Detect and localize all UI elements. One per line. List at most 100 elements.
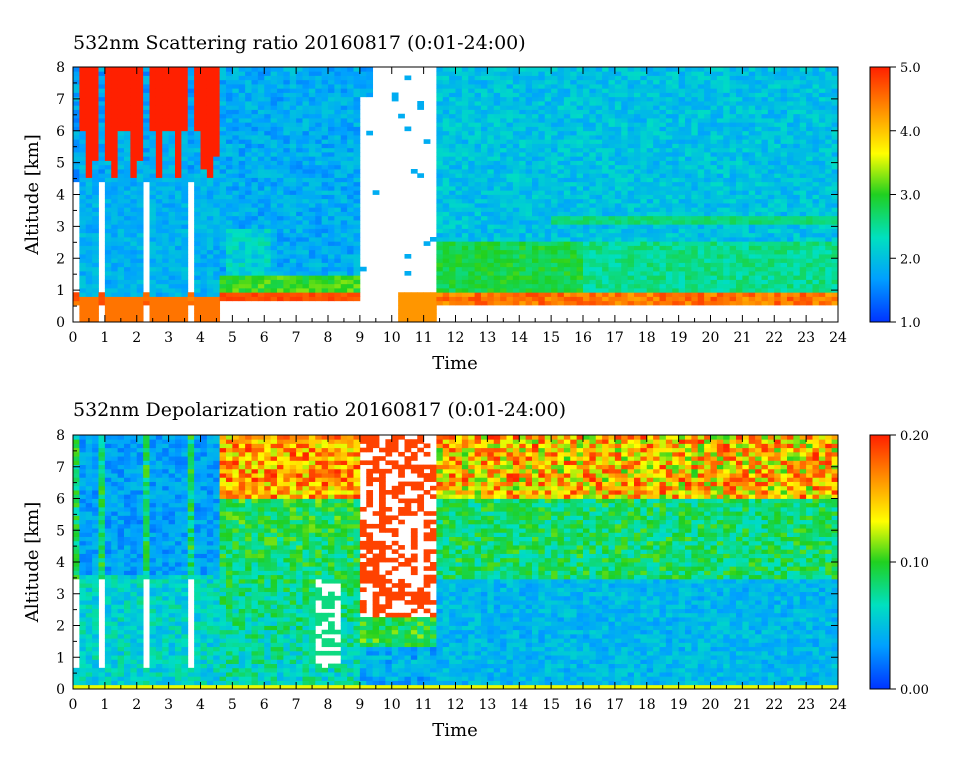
heatmap-cell [627,67,635,72]
heatmap-cell [436,177,444,183]
heatmap-cell [557,181,565,187]
heatmap-cell [602,92,609,98]
heatmap-cell [289,207,297,212]
heatmap-cell [704,241,711,246]
heatmap-cell [665,254,673,259]
heatmap-cell [206,92,214,98]
heatmap-cell [697,88,705,93]
heatmap-cell [124,300,131,306]
heatmap-cell [340,152,348,157]
heatmap-cell [111,169,119,174]
heatmap-cell [117,79,125,85]
heatmap-cell [570,109,578,115]
heatmap-cell [468,96,476,102]
heatmap-cell [200,130,208,136]
heatmap-cell [665,88,673,93]
heatmap-cell [519,181,527,187]
heatmap-cell [436,266,444,272]
heatmap-cell [257,194,265,200]
heatmap-cell [334,92,342,98]
heatmap-cell [308,181,316,187]
heatmap-cell [353,203,361,208]
heatmap-cell [219,122,227,127]
heatmap-cell [98,71,106,76]
heatmap-cell [187,143,195,149]
heatmap-cell [563,173,571,178]
heatmap-cell [226,215,233,221]
heatmap-cell [206,203,214,208]
heatmap-cell [136,241,144,246]
heatmap-cell [162,105,170,110]
heatmap-cell [136,105,144,110]
heatmap-cell [436,126,444,132]
heatmap-cell [627,156,635,161]
heatmap-cell [525,71,533,76]
heatmap-cell [264,258,272,263]
heatmap-cell [238,143,246,149]
heatmap-cell [124,224,131,229]
heatmap-cell [308,241,316,246]
heatmap-cell [685,130,692,136]
heatmap-cell [551,283,558,289]
heatmap-cell [538,160,546,166]
heatmap-cell [449,228,456,234]
heatmap-cell [487,266,495,272]
heatmap-cell [257,296,265,302]
heatmap-cell [595,152,603,157]
heatmap-cell [296,67,303,72]
heatmap-cell [665,173,673,178]
heatmap-cell [347,92,354,98]
heatmap-cell [461,266,469,272]
heatmap-cell [117,181,125,187]
heatmap-cell [289,241,297,246]
heatmap-cell [73,109,80,115]
heatmap-cell [678,181,686,187]
heatmap-cell [557,241,565,246]
heatmap-cell [487,88,495,93]
heatmap-cell [697,266,705,272]
heatmap-cell [627,194,635,200]
heatmap-cell [232,245,240,251]
heatmap-cell [264,101,272,106]
heatmap-cell [436,275,444,280]
heatmap-cell [468,237,476,242]
heatmap-cell [124,84,131,89]
heatmap-cell [181,305,189,310]
heatmap-cell [512,245,520,251]
heatmap-cell [544,147,552,153]
heatmap-cell [570,258,578,263]
heatmap-cell [334,258,342,263]
heatmap-cell [685,84,692,89]
heatmap-cell [187,173,195,178]
heatmap-cell [493,237,501,242]
heatmap-cell [455,139,463,144]
heatmap-cell [583,169,590,174]
heatmap-cell [181,262,189,268]
heatmap-cell [697,84,705,89]
heatmap-cell [328,228,335,234]
heatmap-cell [334,241,342,246]
heatmap-cell [111,126,119,132]
heatmap-cell [219,113,227,119]
heatmap-cell [130,79,138,85]
heatmap-cell [328,75,335,81]
heatmap-cell [442,75,450,81]
heatmap-cell [449,67,456,72]
heatmap-cell [315,262,323,268]
heatmap-cell [334,215,342,221]
heatmap-cell [672,194,680,200]
heatmap-cell [685,118,692,123]
heatmap-cell [506,109,514,115]
heatmap-cell [685,181,692,187]
heatmap-cell [532,275,539,280]
heatmap-cell [162,152,170,157]
heatmap-cell [194,101,201,106]
heatmap-cell [614,109,622,115]
heatmap-cell [704,203,711,208]
heatmap-cell [551,190,558,195]
heatmap-cell [640,215,648,221]
heatmap-cell [461,224,469,229]
heatmap-cell [525,271,533,276]
heatmap-cell [366,71,374,76]
heatmap-cell [168,67,176,72]
